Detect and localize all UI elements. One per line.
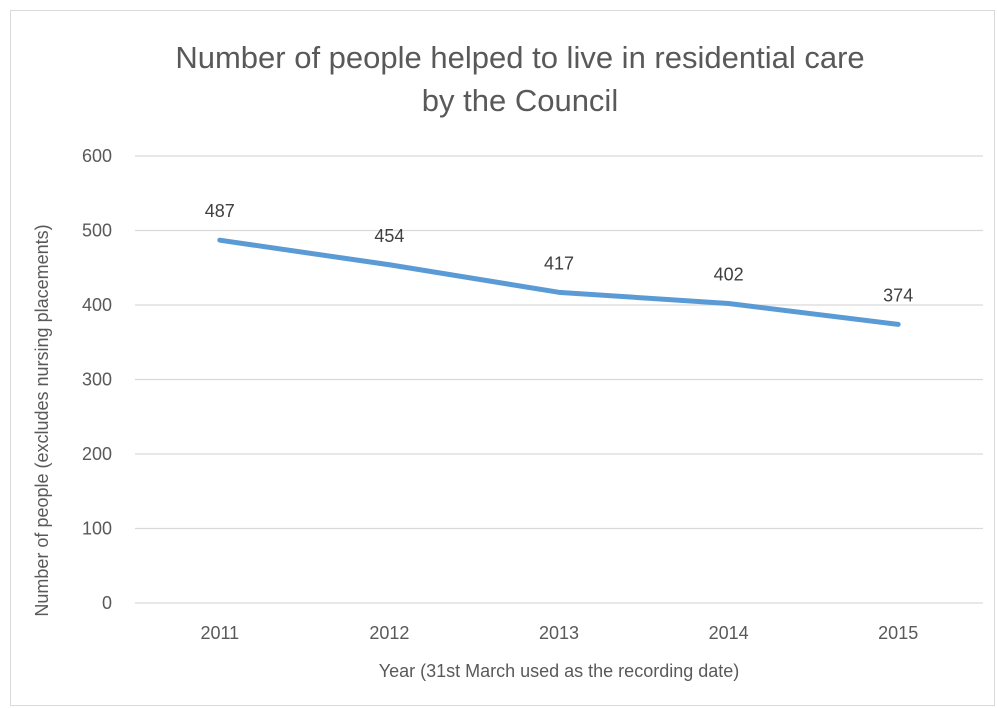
- data-labels: 487 454 417 402 374: [205, 201, 913, 305]
- y-tick-label: 500: [82, 221, 112, 241]
- x-axis-title: Year (31st March used as the recording d…: [379, 661, 740, 681]
- x-tick-label: 2011: [200, 623, 239, 643]
- data-label: 374: [883, 285, 913, 305]
- data-label: 402: [714, 265, 744, 285]
- y-tick-label: 600: [82, 146, 112, 166]
- data-label: 417: [544, 253, 574, 273]
- chart-frame: [10, 10, 995, 706]
- chart-title: Number of people helped to live in resid…: [175, 40, 865, 118]
- y-tick-label: 100: [82, 519, 112, 539]
- y-tick-label: 300: [82, 370, 112, 390]
- x-axis-ticks: 2011 2012 2013 2014 2015: [200, 623, 918, 643]
- y-tick-label: 200: [82, 444, 112, 464]
- series-layer: [217, 237, 901, 327]
- y-tick-label: 0: [102, 593, 112, 613]
- data-label: 454: [374, 226, 404, 246]
- gridlines: [135, 155, 983, 604]
- x-tick-label: 2014: [709, 623, 749, 643]
- y-tick-label: 400: [82, 295, 112, 315]
- y-axis-title: Number of people (excludes nursing place…: [32, 224, 52, 616]
- x-tick-label: 2012: [369, 623, 409, 643]
- series-line: [217, 237, 901, 327]
- y-axis-ticks: 0 100 200 300 400 500 600: [82, 146, 112, 613]
- x-tick-label: 2013: [539, 623, 579, 643]
- x-tick-label: 2015: [878, 623, 918, 643]
- data-label: 487: [205, 201, 235, 221]
